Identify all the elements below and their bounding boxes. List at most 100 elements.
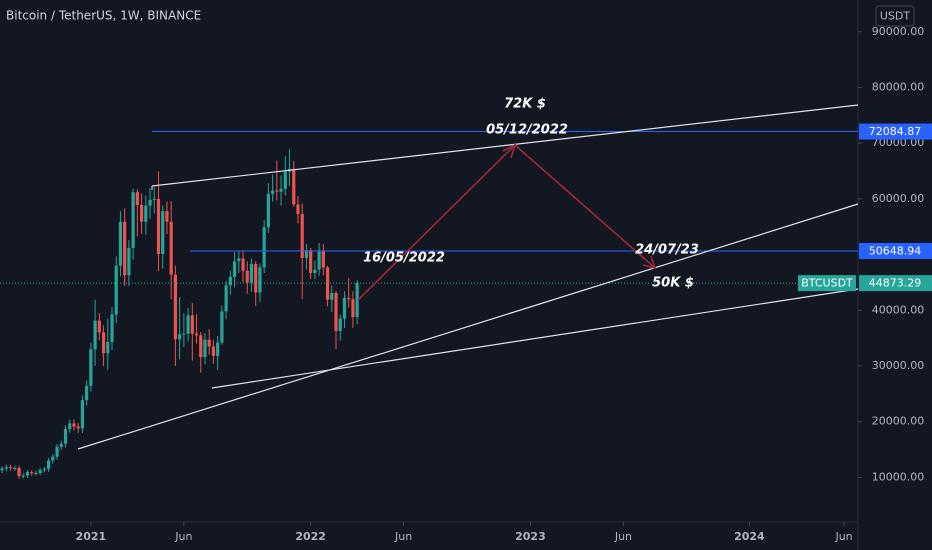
- candle-body: [245, 270, 249, 283]
- candle-body: [51, 456, 55, 461]
- candle-body: [80, 400, 85, 429]
- x-tick-label: 2024: [734, 530, 765, 543]
- candle-body: [313, 269, 317, 273]
- x-tick-label: Jun: [834, 530, 852, 543]
- candle-body: [330, 293, 334, 300]
- candle-body: [148, 199, 152, 206]
- candle-body: [89, 349, 93, 386]
- currency-button-label[interactable]: USDT: [880, 10, 911, 23]
- candle-body: [123, 221, 127, 276]
- candle-body: [224, 285, 228, 312]
- candle-body: [34, 472, 38, 474]
- candle-body: [17, 467, 21, 477]
- candle-body: [199, 335, 203, 358]
- candle-body: [72, 423, 76, 427]
- price-tag-label: 50648.94: [869, 244, 922, 257]
- y-tick-label: 60000.00: [872, 192, 925, 205]
- arrow-head: [502, 143, 517, 159]
- candle-body: [355, 283, 359, 317]
- x-tick-label: Jun: [614, 530, 632, 543]
- candle-body: [292, 168, 296, 205]
- candle-body: [63, 428, 68, 444]
- drawings: [77, 104, 859, 450]
- candle-body: [203, 339, 207, 358]
- y-tick-label: 30000.00: [872, 359, 925, 372]
- candle-body: [178, 334, 182, 340]
- candle-body: [283, 171, 287, 189]
- candle-body: [207, 339, 211, 347]
- candle-body: [8, 467, 13, 469]
- candle-body: [258, 267, 262, 293]
- candle-body: [152, 198, 156, 200]
- candle-body: [334, 293, 338, 331]
- y-tick-label: 80000.00: [872, 80, 925, 93]
- price-tag: [859, 123, 932, 140]
- candle-body: [169, 221, 173, 275]
- candle-body: [55, 446, 59, 457]
- x-tick-label: Jun: [394, 530, 412, 543]
- candle-body: [228, 276, 232, 286]
- candle-body: [266, 193, 270, 228]
- candle-body: [347, 298, 351, 300]
- candle-body: [110, 314, 114, 343]
- x-tick-label: 2022: [295, 530, 326, 543]
- candle-body: [241, 258, 245, 271]
- trend-line: [151, 104, 859, 187]
- candle-body: [93, 320, 97, 350]
- x-tick-label: 2021: [76, 530, 107, 543]
- candle-body: [156, 198, 161, 255]
- annotation: 72K $: [504, 97, 546, 112]
- last-price-label: 44873.29: [869, 277, 922, 290]
- candle-body: [304, 250, 309, 258]
- candle-body: [262, 227, 266, 268]
- candle-body: [25, 472, 30, 476]
- trend-line: [211, 288, 859, 389]
- candle-body: [101, 332, 106, 354]
- candle-body: [47, 460, 51, 470]
- candle-body: [254, 264, 258, 293]
- currency-button[interactable]: [875, 5, 915, 27]
- candle-body: [186, 315, 190, 334]
- candle-body: [194, 333, 199, 336]
- candle-body: [59, 443, 63, 447]
- candle-body: [165, 211, 169, 222]
- candle-body: [161, 211, 165, 255]
- candle-body: [296, 204, 300, 214]
- candle-body: [338, 318, 342, 331]
- price-tag-label: 72084.87: [869, 125, 922, 138]
- candle-body: [309, 250, 313, 273]
- candle-body: [127, 247, 131, 276]
- candle-body: [220, 311, 224, 343]
- candle-body: [271, 190, 275, 194]
- last-price-tag: [859, 275, 932, 292]
- candle-body: [42, 469, 46, 471]
- candle-body: [30, 472, 34, 474]
- candle-body: [106, 342, 110, 354]
- candle-body: [131, 192, 135, 248]
- symbol-tag: [798, 275, 856, 292]
- candle-body: [76, 426, 80, 429]
- candle-body: [232, 261, 237, 277]
- annotation: 05/12/2022: [486, 123, 568, 138]
- arrow-head: [642, 255, 657, 270]
- candle-body: [300, 213, 304, 258]
- candle-body: [68, 423, 72, 429]
- symbol-title: Bitcoin / TetherUS, 1W, BINANCE: [6, 9, 201, 23]
- candle-body: [317, 250, 321, 270]
- candle-body: [173, 274, 178, 340]
- candle-body: [38, 469, 42, 473]
- candle-body: [211, 346, 216, 356]
- price-tag: [859, 242, 932, 259]
- candle-body: [144, 205, 148, 222]
- candle-body: [118, 221, 123, 266]
- y-tick-label: 10000.00: [872, 470, 925, 483]
- candle-body: [13, 467, 17, 469]
- y-tick-label: 40000.00: [872, 303, 925, 316]
- candle-body: [237, 258, 241, 262]
- x-tick-label: Jun: [174, 530, 192, 543]
- candle-body: [182, 333, 186, 335]
- x-tick-label: 2023: [515, 530, 546, 543]
- candle-body: [85, 385, 89, 401]
